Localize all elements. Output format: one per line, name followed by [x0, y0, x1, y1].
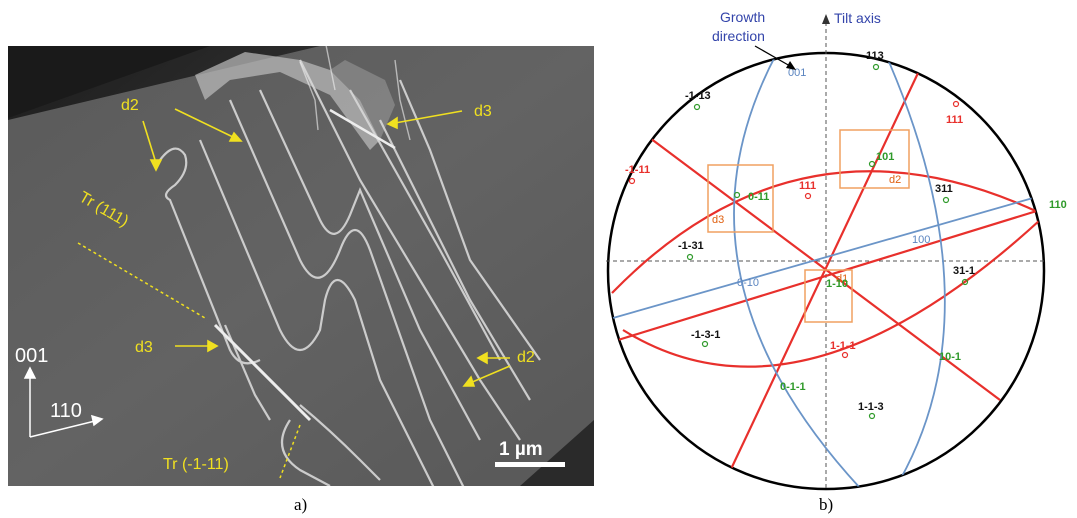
growth-direction-label-1: Growth — [720, 9, 765, 25]
tilt-axis-arrow — [822, 14, 830, 24]
pole-marker-1-1-1 — [841, 351, 849, 359]
arrow-d2-left — [142, 120, 157, 164]
pole-marker-113 — [872, 63, 880, 71]
pole-label-0-11: 0-11 — [748, 191, 769, 203]
tilt-axis-label: Tilt axis — [834, 10, 881, 26]
arrow-d2-right — [174, 108, 236, 139]
blue-arc-right — [876, 53, 946, 481]
pole-label-111-red: 111 — [946, 114, 963, 126]
blue-trace-100 — [612, 195, 1041, 319]
pole-marker--1-31 — [686, 253, 694, 261]
red-trace-3 — [617, 208, 1041, 342]
pole-marker--1-13 — [693, 103, 701, 111]
scale-bar — [495, 462, 565, 467]
box-d1 — [804, 269, 853, 323]
pole-label--1-31: -1-31 — [678, 240, 704, 252]
growth-direction-arrowhead — [786, 61, 796, 70]
label-001: 001 — [788, 67, 806, 79]
pole-marker-111-red — [952, 100, 960, 108]
pole-marker--1-3-1 — [701, 340, 709, 348]
pole-label-10-1: 10-1 — [939, 351, 961, 363]
pole-label-110: 110 — [1049, 199, 1067, 211]
label-0-10: 0-10 — [737, 277, 759, 289]
box-d3 — [707, 164, 774, 233]
box-label-d3: d3 — [712, 214, 724, 226]
trace-111-line — [77, 242, 206, 319]
pole-label-1-1-1: 1-1-1 — [830, 340, 856, 352]
blue-arc-left — [733, 53, 861, 489]
pole-label-311: 311 — [935, 183, 953, 195]
pole-marker--1-11 — [628, 177, 636, 185]
label-d2-right: d2 — [517, 349, 535, 366]
caption-a: a) — [294, 495, 307, 514]
axis-label-110: 110 — [50, 400, 82, 422]
pole-marker-1-1-3 — [868, 412, 876, 420]
scale-bar-label: 1 µm — [499, 439, 543, 460]
pole-marker-111-center — [804, 192, 812, 200]
pole-label-1-1-3: 1-1-3 — [858, 401, 884, 413]
pole-marker-31-1 — [961, 278, 969, 286]
arrow-d2-lower2 — [469, 365, 511, 384]
box-d2 — [839, 129, 910, 189]
micrograph-image — [8, 46, 594, 486]
label-d2-top: d2 — [121, 97, 139, 114]
box-label-d1: d1 — [836, 273, 848, 285]
pole-label-111-center: 111 — [799, 180, 816, 192]
pole-label-113: 113 — [866, 50, 884, 62]
label-d3-top: d3 — [474, 103, 492, 120]
axis-110-arrow — [29, 420, 96, 438]
arrow-d3-top — [394, 110, 463, 124]
label-tr-m111: Tr (-1-11) — [163, 456, 229, 473]
pole-label-1-10: 1-10 — [826, 278, 848, 290]
micrograph-panel: d2 d3 Tr (111) d3 d2 Tr (-1-11) 001 110 … — [8, 46, 594, 514]
pole-label-101: 101 — [876, 151, 894, 163]
axis-label-001: 001 — [15, 345, 48, 367]
red-arc-top — [611, 170, 1041, 294]
label-d3-mid: d3 — [135, 339, 153, 356]
pole-label-0-1-1: 0-1-1 — [780, 381, 806, 393]
caption-b: b) — [819, 495, 833, 514]
pole-marker-0-11 — [733, 191, 741, 199]
growth-direction-label-2: direction — [712, 28, 765, 44]
pole-label--1-11: -1-11 — [625, 164, 650, 176]
red-arc-bottom — [622, 219, 1041, 368]
stereographic-projection: d3 d2 d1 001 100 0-10 Growth direction T… — [606, 9, 1067, 514]
pole-label-31-1: 31-1 — [953, 265, 975, 277]
pole-label--1-13: -1-13 — [685, 90, 711, 102]
growth-direction-arrow — [754, 45, 791, 67]
pole-marker-311 — [942, 196, 950, 204]
label-100: 100 — [912, 234, 930, 246]
pole-marker-101 — [868, 160, 876, 168]
pole-label--1-3-1: -1-3-1 — [691, 329, 720, 341]
box-label-d2: d2 — [889, 174, 901, 186]
